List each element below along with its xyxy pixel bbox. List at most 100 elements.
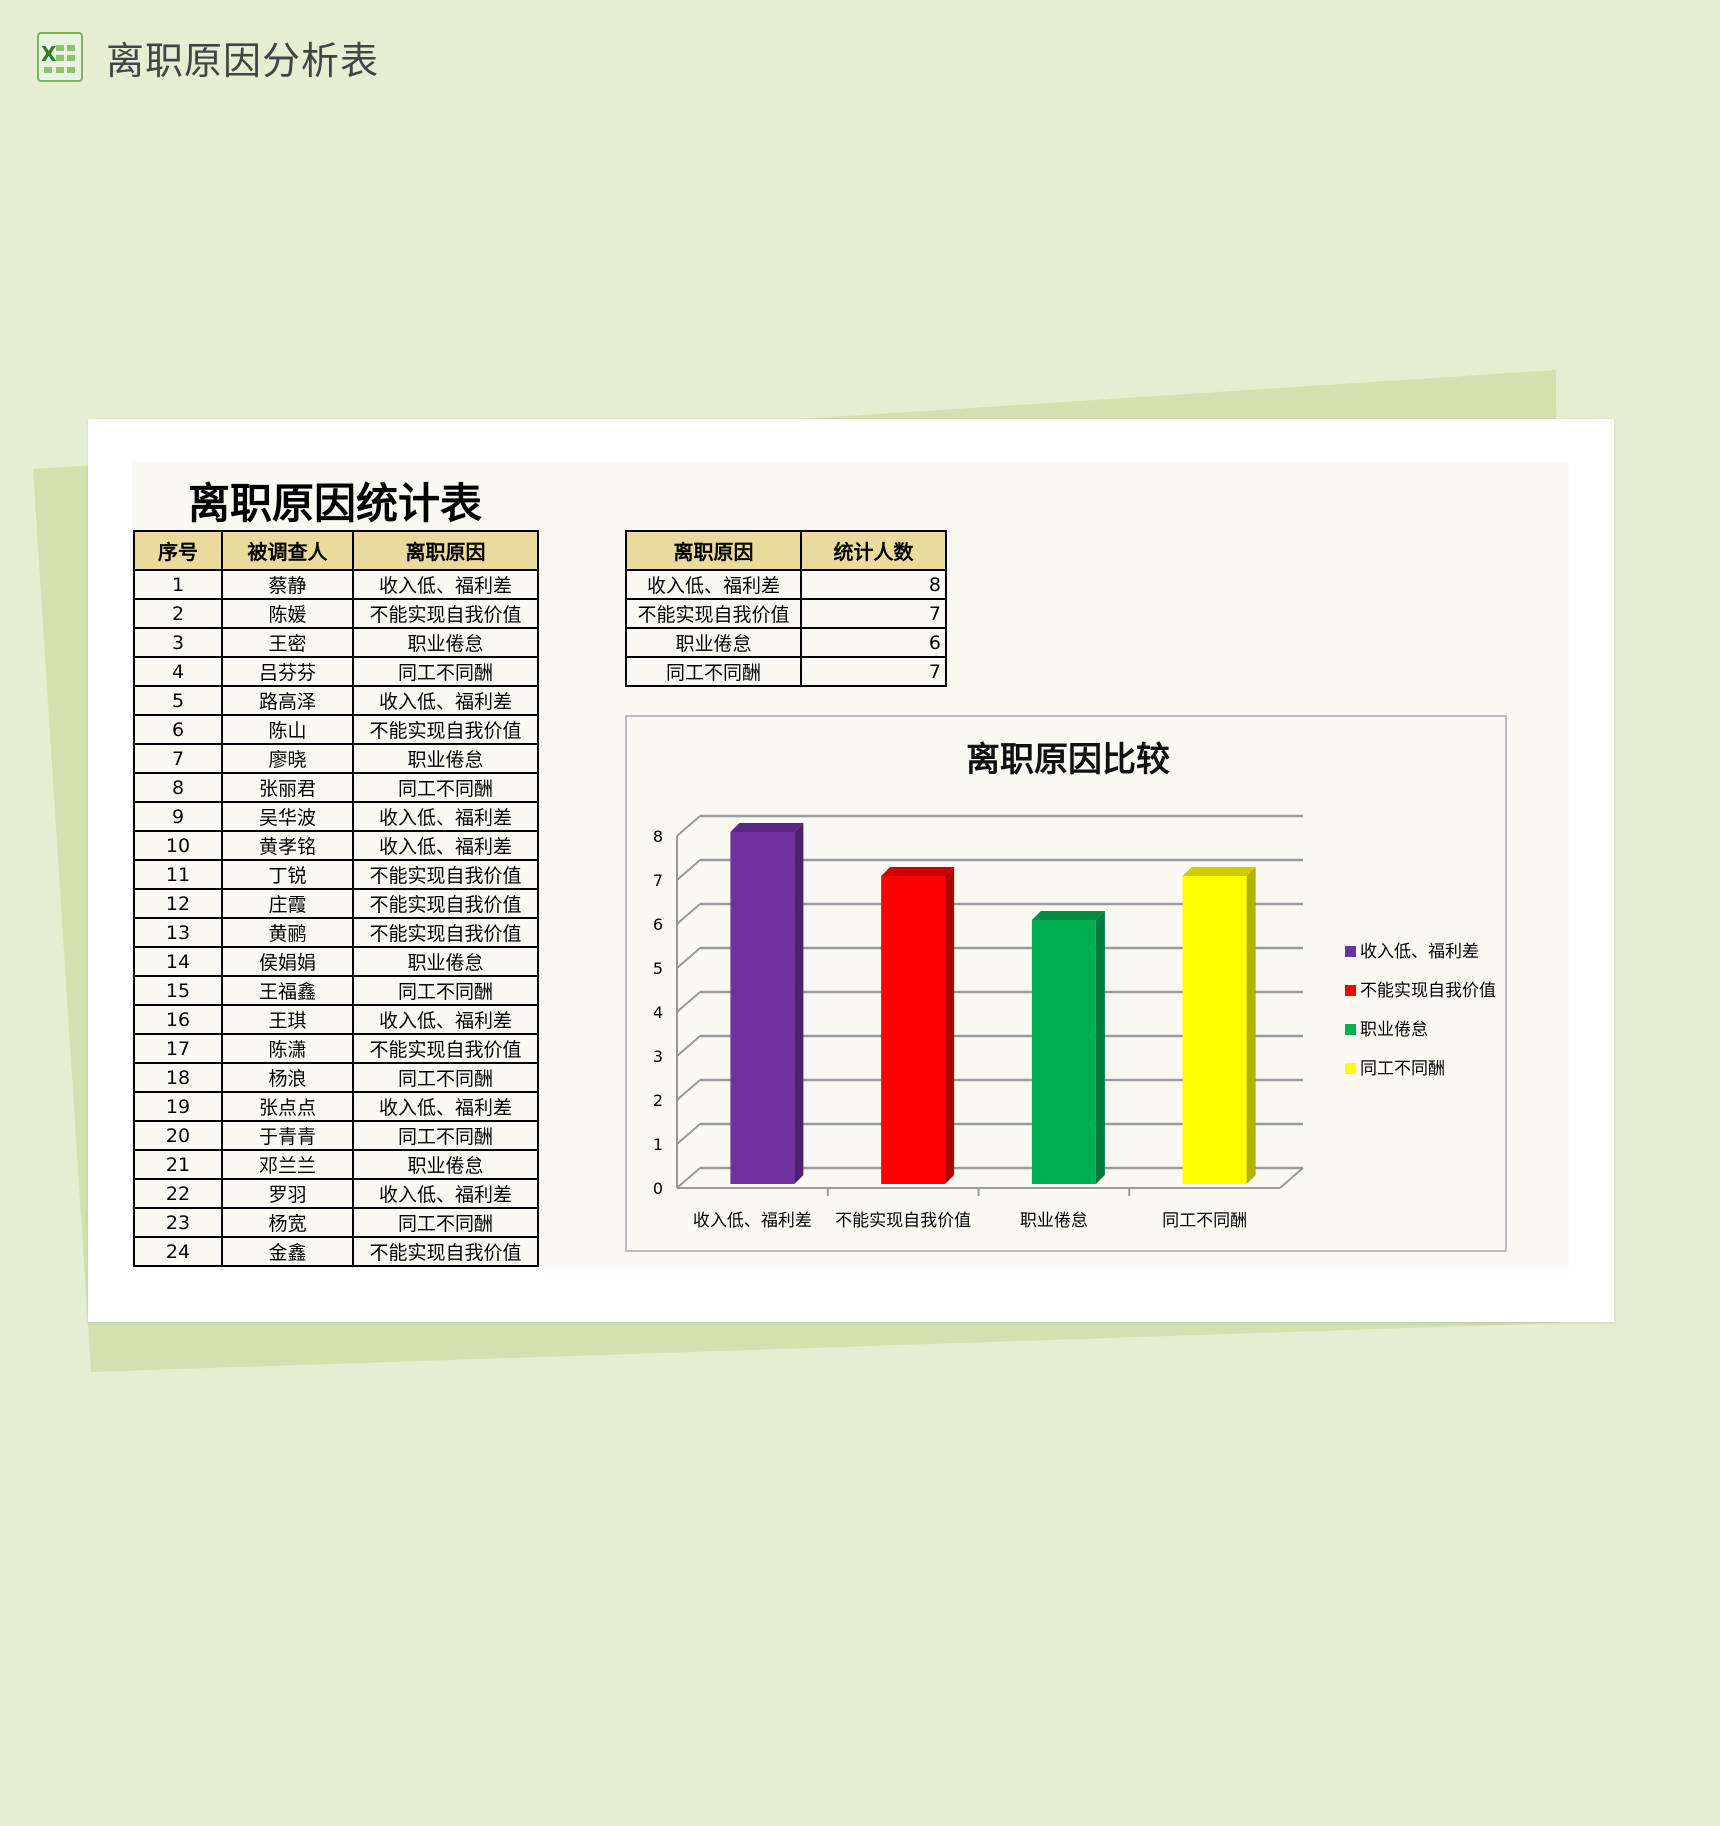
reason-cell[interactable]: 不能实现自我价值: [352, 1236, 539, 1267]
header-cell[interactable]: 统计人数: [800, 530, 947, 571]
row-number-cell[interactable]: 24: [133, 1236, 223, 1267]
row-number-cell[interactable]: 6: [133, 714, 223, 745]
name-cell[interactable]: 侯娟娟: [221, 946, 354, 977]
row-number-cell[interactable]: 21: [133, 1149, 223, 1180]
reason-cell[interactable]: 职业倦怠: [352, 627, 539, 658]
chart-title: 离职原因比较: [966, 740, 1170, 780]
name-cell[interactable]: 丁锐: [221, 859, 354, 890]
name-cell[interactable]: 杨浪: [221, 1062, 354, 1093]
row-number-cell[interactable]: 8: [133, 772, 223, 803]
reason-cell[interactable]: 同工不同酬: [352, 1207, 539, 1238]
reason-cell[interactable]: 不能实现自我价值: [352, 598, 539, 629]
row-number-cell[interactable]: 9: [133, 801, 223, 832]
table-row: 22 罗羽 收入低、福利差: [133, 1178, 539, 1209]
name-cell[interactable]: 陈山: [221, 714, 354, 745]
name-cell[interactable]: 黄孝铭: [221, 830, 354, 861]
reason-cell[interactable]: 收入低、福利差: [625, 569, 802, 600]
reason-cell[interactable]: 同工不同酬: [352, 656, 539, 687]
row-number-cell[interactable]: 5: [133, 685, 223, 716]
name-cell[interactable]: 杨宽: [221, 1207, 354, 1238]
name-cell[interactable]: 蔡静: [221, 569, 354, 600]
row-number-cell[interactable]: 3: [133, 627, 223, 658]
table-row: 7 廖晓 职业倦怠: [133, 743, 539, 774]
reason-cell[interactable]: 职业倦怠: [352, 946, 539, 977]
name-cell[interactable]: 庄霞: [221, 888, 354, 919]
reason-cell[interactable]: 不能实现自我价值: [352, 859, 539, 890]
name-cell[interactable]: 陈媛: [221, 598, 354, 629]
row-number-cell[interactable]: 15: [133, 975, 223, 1006]
header-cell[interactable]: 离职原因: [352, 530, 539, 571]
count-cell[interactable]: 8: [800, 569, 947, 600]
count-cell[interactable]: 7: [800, 656, 947, 687]
legend-swatch: [1345, 1024, 1356, 1035]
reason-cell[interactable]: 职业倦怠: [352, 743, 539, 774]
row-number-cell[interactable]: 23: [133, 1207, 223, 1238]
row-number-cell[interactable]: 7: [133, 743, 223, 774]
chart-container[interactable]: 离职原因比较 0 1 2 3 4 5 6 7 8 收入低、福利差 不能实现自我价值 职业倦怠 同工不同酬收…: [625, 715, 1507, 1252]
reason-cell[interactable]: 同工不同酬: [352, 1120, 539, 1151]
reason-cell[interactable]: 同工不同酬: [352, 1062, 539, 1093]
name-cell[interactable]: 罗羽: [221, 1178, 354, 1209]
header-cell[interactable]: 序号: [133, 530, 223, 571]
reason-cell[interactable]: 收入低、福利差: [352, 830, 539, 861]
bar-top: [881, 867, 955, 876]
row-number-cell[interactable]: 16: [133, 1004, 223, 1035]
row-number-cell[interactable]: 2: [133, 598, 223, 629]
reason-cell[interactable]: 同工不同酬: [352, 772, 539, 803]
name-cell[interactable]: 王琪: [221, 1004, 354, 1035]
name-cell[interactable]: 金鑫: [221, 1236, 354, 1267]
row-number-cell[interactable]: 22: [133, 1178, 223, 1209]
name-cell[interactable]: 张丽君: [221, 772, 354, 803]
name-cell[interactable]: 邓兰兰: [221, 1149, 354, 1180]
reason-cell[interactable]: 不能实现自我价值: [352, 917, 539, 948]
row-number-cell[interactable]: 12: [133, 888, 223, 919]
name-cell[interactable]: 陈潇: [221, 1033, 354, 1064]
table-row: 4 吕芬芬 同工不同酬: [133, 656, 539, 687]
row-number-cell[interactable]: 13: [133, 917, 223, 948]
reason-cell[interactable]: 收入低、福利差: [352, 1178, 539, 1209]
name-cell[interactable]: 路高泽: [221, 685, 354, 716]
legend-swatch: [1345, 1063, 1356, 1074]
bar-top: [1031, 911, 1105, 920]
row-number-cell[interactable]: 10: [133, 830, 223, 861]
reason-cell[interactable]: 职业倦怠: [625, 627, 802, 658]
reason-cell[interactable]: 不能实现自我价值: [352, 714, 539, 745]
count-cell[interactable]: 7: [800, 598, 947, 629]
reason-cell[interactable]: 不能实现自我价值: [352, 888, 539, 919]
row-number-cell[interactable]: 4: [133, 656, 223, 687]
header-cell[interactable]: 被调查人: [221, 530, 354, 571]
name-cell[interactable]: 张点点: [221, 1091, 354, 1122]
row-number-cell[interactable]: 1: [133, 569, 223, 600]
header-cell[interactable]: 离职原因: [625, 530, 802, 571]
reason-cell[interactable]: 收入低、福利差: [352, 569, 539, 600]
reason-cell[interactable]: 收入低、福利差: [352, 1004, 539, 1035]
name-cell[interactable]: 吴华波: [221, 801, 354, 832]
x-tick-label: 收入低、福利差: [693, 1211, 812, 1231]
name-cell[interactable]: 廖晓: [221, 743, 354, 774]
gridline-side: [676, 1123, 701, 1145]
row-number-cell[interactable]: 19: [133, 1091, 223, 1122]
legend-label: 同工不同酬: [1360, 1059, 1445, 1079]
reason-cell[interactable]: 收入低、福利差: [352, 685, 539, 716]
reason-cell[interactable]: 职业倦怠: [352, 1149, 539, 1180]
table-row: 收入低、福利差 8: [625, 569, 947, 600]
bar: [1182, 876, 1247, 1184]
reason-cell[interactable]: 不能实现自我价值: [625, 598, 802, 629]
row-number-cell[interactable]: 20: [133, 1120, 223, 1151]
name-cell[interactable]: 于青青: [221, 1120, 354, 1151]
count-cell[interactable]: 6: [800, 627, 947, 658]
reason-cell[interactable]: 同工不同酬: [352, 975, 539, 1006]
reason-cell[interactable]: 收入低、福利差: [352, 801, 539, 832]
name-cell[interactable]: 吕芬芬: [221, 656, 354, 687]
row-number-cell[interactable]: 14: [133, 946, 223, 977]
name-cell[interactable]: 王福鑫: [221, 975, 354, 1006]
name-cell[interactable]: 王密: [221, 627, 354, 658]
reason-cell[interactable]: 同工不同酬: [625, 656, 802, 687]
name-cell[interactable]: 黄鹂: [221, 917, 354, 948]
row-number-cell[interactable]: 17: [133, 1033, 223, 1064]
row-number-cell[interactable]: 11: [133, 859, 223, 890]
bar-side: [794, 823, 804, 1184]
reason-cell[interactable]: 不能实现自我价值: [352, 1033, 539, 1064]
row-number-cell[interactable]: 18: [133, 1062, 223, 1093]
reason-cell[interactable]: 收入低、福利差: [352, 1091, 539, 1122]
